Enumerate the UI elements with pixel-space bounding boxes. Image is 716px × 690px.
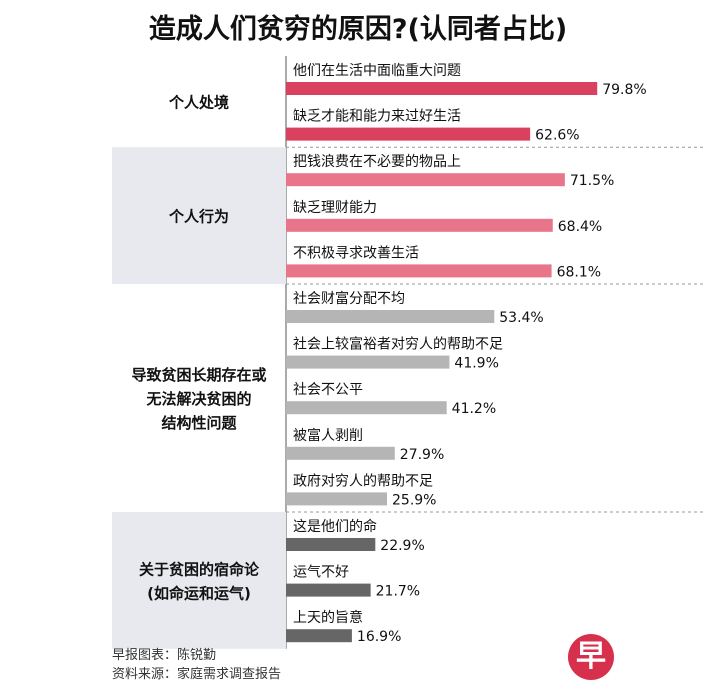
bar-label: 这是他们的命 <box>293 518 377 535</box>
bar-value: 41.9% <box>454 356 498 372</box>
bar-value: 16.9% <box>357 629 401 645</box>
bar-value: 25.9% <box>392 492 436 508</box>
bar <box>286 355 450 369</box>
bar <box>286 583 371 597</box>
bar-value: 62.6% <box>535 128 579 144</box>
bar-label: 被富人剥削 <box>293 427 363 444</box>
source-text: 资料来源：家庭需求调查报告 <box>112 667 282 682</box>
bar-label: 社会财富分配不均 <box>293 290 405 307</box>
group-label-1: 个人行为 <box>168 208 229 226</box>
bar-label: 他们在生活中面临重大问题 <box>293 63 461 79</box>
bar <box>286 310 495 323</box>
bar <box>286 401 447 415</box>
bar <box>286 218 553 232</box>
bar <box>286 82 598 95</box>
group-label-3: (如命运和运气) <box>147 584 251 602</box>
group-bands <box>112 56 706 649</box>
bar <box>286 173 565 187</box>
group-label-2: 结构性问题 <box>161 414 237 432</box>
bar-value: 68.1% <box>557 264 601 280</box>
bar-value: 41.2% <box>452 401 496 417</box>
group-label-2: 导致贫困长期存在或 <box>131 366 266 384</box>
bar-value: 27.9% <box>400 447 444 463</box>
bar-label: 上天的旨意 <box>293 609 363 626</box>
bar-value: 21.7% <box>376 584 420 600</box>
group-band-1 <box>112 147 286 284</box>
bar-value: 53.4% <box>499 310 543 326</box>
bar <box>286 264 552 278</box>
bar-value: 22.9% <box>380 538 424 554</box>
bar-value: 79.8% <box>602 82 646 98</box>
credit-text: 早报图表：陈锐勤 <box>112 648 217 663</box>
bar-label: 不积极寻求改善生活 <box>293 245 419 261</box>
group-band-3 <box>112 512 286 649</box>
bar-label: 社会不公平 <box>293 382 363 398</box>
bar-label: 缺乏才能和能力来过好生活 <box>293 109 461 125</box>
bar <box>286 538 376 551</box>
bar <box>286 446 395 460</box>
bar <box>286 629 352 643</box>
group-label-2: 无法解决贫困的 <box>145 390 251 408</box>
chart-footer: 早报图表：陈锐勤 资料来源：家庭需求调查报告 <box>112 646 281 684</box>
bar-value: 68.4% <box>558 219 602 235</box>
group-label-0: 个人处境 <box>168 94 229 112</box>
bar-label: 把钱浪费在不必要的物品上 <box>293 154 461 170</box>
bar-value: 71.5% <box>570 173 614 189</box>
chart-title: 造成人们贫穷的原因?(认同者占比) <box>149 13 567 45</box>
bar <box>286 492 388 506</box>
bar <box>286 127 531 141</box>
bar-label: 缺乏理财能力 <box>293 200 377 216</box>
zaobao-logo-icon: 早 <box>568 634 614 680</box>
bar-rows: 他们在生活中面临重大问题 79.8% 缺乏才能和能力来过好生活 62.6% 把钱浪费在不… <box>286 63 647 645</box>
bar-label: 政府对穷人的帮助不足 <box>293 473 433 489</box>
group-label-3: 关于贫困的宿命论 <box>139 560 260 578</box>
bar-label: 运气不好 <box>293 565 349 581</box>
bar-label: 社会上较富裕者对穷人的帮助不足 <box>293 336 503 353</box>
